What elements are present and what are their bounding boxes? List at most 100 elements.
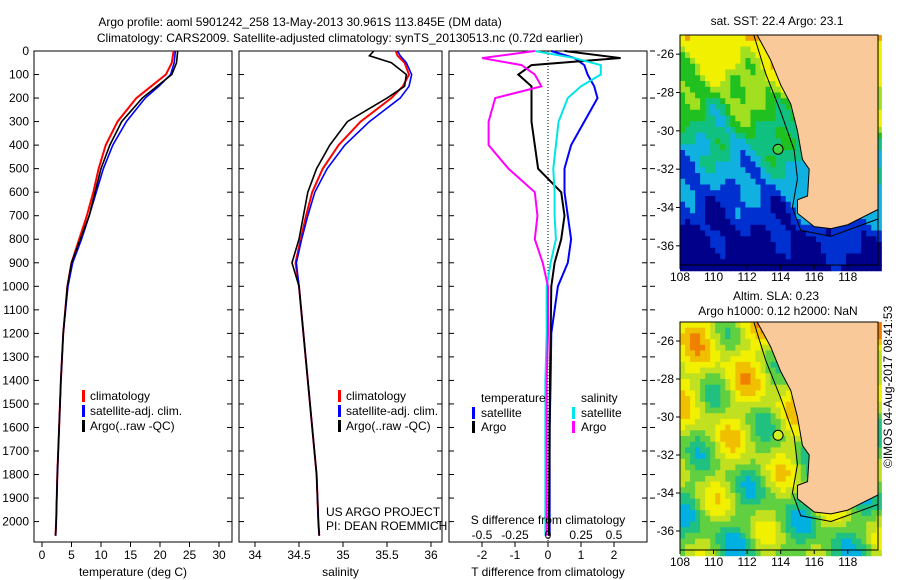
map-cell: [680, 58, 686, 65]
map-cell: [695, 178, 701, 185]
map-cell: [705, 333, 711, 340]
map-cell: [770, 424, 777, 431]
map-cell: [715, 475, 721, 483]
map-cell: [740, 544, 746, 551]
map-cell: [735, 213, 741, 220]
map-cell: [755, 138, 762, 145]
map-cell: [760, 75, 767, 82]
map-cell: [775, 407, 782, 414]
map-cell: [750, 538, 757, 545]
map-cell: [720, 521, 726, 528]
map-cell: [815, 544, 822, 551]
map-cell: [846, 515, 852, 522]
panel-frame: [33, 50, 233, 543]
map-cell: [725, 453, 731, 460]
map-cell: [730, 322, 736, 329]
map-cell: [695, 515, 701, 522]
map-cell: [876, 367, 882, 374]
map-cell: [690, 219, 696, 226]
map-cell: [745, 247, 751, 254]
map-cell: [740, 98, 746, 105]
map-cell: [685, 390, 691, 397]
legend-title-temperature: temperature: [481, 391, 546, 405]
profile-panel-1: 0100200300400500600700800900100011001200…: [2, 44, 233, 579]
map-cell: [710, 190, 716, 197]
map-cell: [785, 247, 792, 254]
legend-swatch: [472, 407, 475, 419]
map-cell: [810, 236, 817, 243]
map-cell: [780, 173, 787, 180]
map-cell: [725, 327, 731, 334]
map-cell: [720, 242, 726, 249]
land-mass: [756, 321, 879, 515]
map-cell: [770, 247, 777, 254]
map-cell: [851, 230, 857, 237]
map-cell: [876, 132, 882, 139]
map-cell: [690, 52, 696, 59]
map-cell: [775, 401, 782, 408]
map-cell: [750, 265, 757, 272]
map-cell: [715, 92, 721, 99]
map-cell: [780, 447, 787, 454]
map-cell: [765, 155, 772, 162]
depth-tick-label: 1900: [2, 491, 29, 505]
map-cell: [725, 424, 731, 431]
map-cell: [785, 498, 792, 505]
map-cell: [735, 161, 741, 168]
map-cell: [760, 98, 767, 105]
map-cell: [750, 46, 757, 53]
map-cell: [685, 150, 691, 157]
map-cell: [695, 481, 701, 488]
map-cell: [755, 481, 762, 488]
map-cell: [740, 207, 746, 214]
map-cell: [760, 155, 767, 162]
map-cell: [705, 515, 711, 522]
map-cell: [705, 550, 711, 557]
map-cell: [785, 544, 792, 551]
map-cell: [780, 150, 787, 157]
map-cell: [720, 356, 726, 363]
map-cell: [780, 92, 787, 99]
map-cell: [730, 224, 736, 231]
map-cell: [815, 527, 822, 534]
map-cell: [685, 259, 691, 266]
map-cell: [775, 424, 782, 431]
map-cell: [680, 196, 686, 203]
map-cell: [730, 173, 736, 180]
map-cell: [700, 538, 706, 545]
map-cell: [735, 515, 741, 522]
map-cell: [760, 219, 767, 226]
map-cell: [690, 35, 696, 42]
map-cell: [715, 436, 721, 443]
map-cell: [765, 447, 772, 454]
map-cell: [785, 138, 792, 145]
map-cell: [755, 464, 762, 471]
map-cell: [695, 413, 701, 420]
map-cell: [735, 350, 741, 357]
map-cell: [700, 155, 706, 162]
map-cell: [685, 132, 691, 139]
map-cell: [700, 167, 706, 174]
map-cell: [735, 236, 741, 243]
map-cell: [760, 132, 767, 139]
map-cell: [705, 109, 711, 116]
map-cell: [690, 265, 696, 272]
map-cell: [790, 407, 797, 414]
map-cell: [710, 155, 716, 162]
map-cell: [770, 265, 777, 272]
map-cell: [685, 401, 691, 408]
map-cell: [700, 138, 706, 145]
map-cell: [846, 224, 852, 231]
map-cell: [745, 161, 751, 168]
map-cell: [785, 265, 792, 272]
map-cell: [765, 430, 772, 437]
map-cell: [750, 109, 757, 116]
map-cell: [871, 265, 877, 272]
map-cell: [690, 127, 696, 134]
map-cell: [685, 322, 691, 329]
map-cell: [785, 224, 792, 231]
map-cell: [715, 86, 721, 93]
sla-map: 108 110 112 114 116 118-26-28-30-32-34-36: [657, 321, 882, 569]
map-cell: [775, 242, 782, 249]
map-cell: [710, 127, 716, 134]
